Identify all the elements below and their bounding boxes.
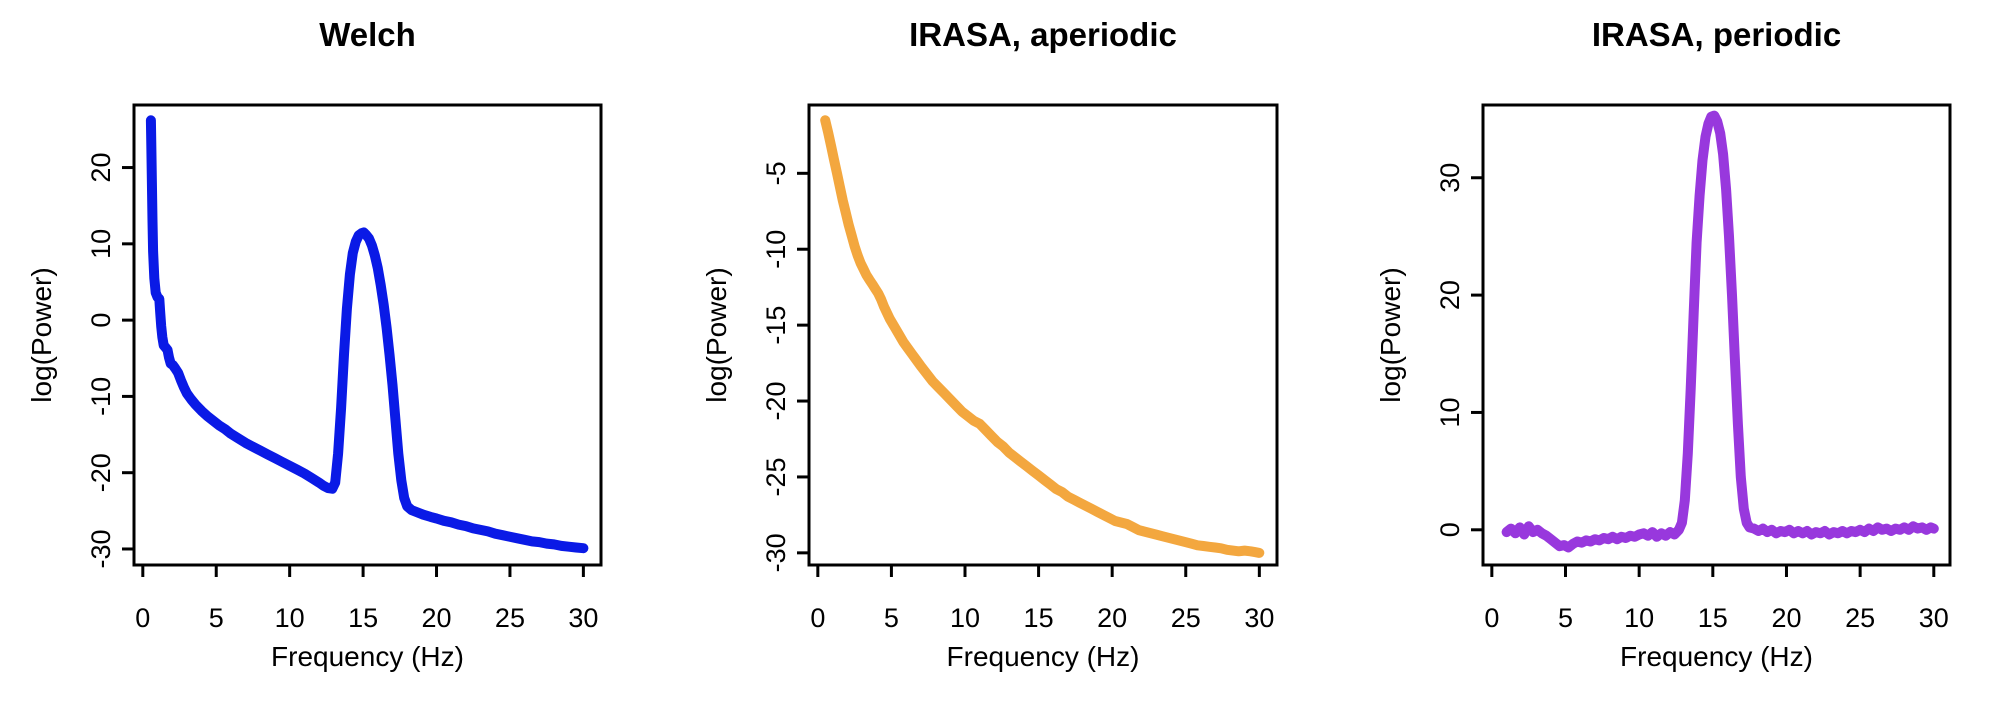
- y-tick-label: -20: [761, 382, 791, 421]
- x-tick-label: 30: [568, 603, 598, 633]
- x-tick-label: 25: [1171, 603, 1201, 633]
- x-tick-label: 5: [884, 603, 899, 633]
- y-tick-label: -10: [761, 230, 791, 269]
- x-axis-label-irasa-aperiodic: Frequency (Hz): [946, 641, 1140, 672]
- plot-box: [807, 103, 1279, 567]
- x-tick-label: 30: [1244, 603, 1274, 633]
- plot-area-irasa-periodic: 0 5 10 15 20 25 30 0 10 20 30: [1435, 103, 1952, 633]
- x-tick-label: 0: [1484, 603, 1499, 633]
- y-tick-label: 0: [1435, 522, 1465, 537]
- x-tick-label: 15: [348, 603, 378, 633]
- x-axis-label-irasa-periodic: Frequency (Hz): [1620, 641, 1813, 672]
- y-tick-label: 0: [86, 313, 116, 328]
- y-tick-label: -5: [761, 161, 791, 185]
- y-tick-label: 20: [86, 153, 116, 183]
- chart-title-welch: Welch: [319, 16, 416, 53]
- x-axis-label-welch: Frequency (Hz): [271, 641, 464, 672]
- x-tick-label: 15: [1698, 603, 1728, 633]
- y-tick-label: 10: [1435, 397, 1465, 427]
- x-tick-label: 0: [135, 603, 150, 633]
- plot-box: [1481, 103, 1952, 567]
- x-tick-label: 10: [950, 603, 980, 633]
- panel-irasa-aperiodic: IRASA, aperiodic log(Power) 0 5 10 15 20 25 30…: [666, 0, 1332, 718]
- chart-title-irasa-periodic: IRASA, periodic: [1591, 16, 1842, 53]
- y-tick-label: -30: [761, 533, 791, 572]
- y-tick-label: 20: [1435, 280, 1465, 310]
- x-tick-label: 20: [1771, 603, 1801, 633]
- x-tick-label: 20: [421, 603, 451, 633]
- y-tick-label: -10: [86, 377, 116, 416]
- series-irasa-periodic: [1501, 110, 1939, 553]
- y-tick-label: -20: [86, 453, 116, 492]
- series-irasa-aperiodic: [820, 115, 1265, 558]
- x-tick-label: 0: [810, 603, 825, 633]
- y-tick-label: -15: [761, 306, 791, 345]
- x-tick-label: 25: [495, 603, 525, 633]
- plot-area-welch: 0 5 10 15 20 25 30 20 10 0 -10 -20 -30: [86, 103, 603, 633]
- x-tick-label: 20: [1097, 603, 1127, 633]
- y-tick-label: 30: [1435, 163, 1465, 193]
- series-welch-psd: [145, 115, 589, 554]
- y-tick-label: -25: [761, 457, 791, 496]
- y-tick-label: -30: [86, 529, 116, 568]
- plot-area-irasa-aperiodic: 0 5 10 15 20 25 30 -5 -10 -15 -20 -25 -30: [761, 103, 1279, 633]
- x-tick-label: 5: [209, 603, 224, 633]
- panel-welch: Welch log(Power) 0 5 10 15 20 25 30 20 10 0 -10 -20…: [0, 0, 666, 718]
- x-tick-label: 30: [1919, 603, 1949, 633]
- chart-title-irasa-aperiodic: IRASA, aperiodic: [909, 16, 1177, 53]
- x-tick-label: 15: [1024, 603, 1054, 633]
- x-tick-label: 10: [1624, 603, 1654, 633]
- x-tick-label: 25: [1845, 603, 1875, 633]
- panel-irasa-periodic: IRASA, periodic log(Power) 0 5 10 15 20 25 30 0…: [1332, 0, 1998, 718]
- x-tick-label: 5: [1558, 603, 1573, 633]
- y-tick-label: 10: [86, 229, 116, 259]
- plot-box: [132, 103, 603, 567]
- x-tick-label: 10: [275, 603, 305, 633]
